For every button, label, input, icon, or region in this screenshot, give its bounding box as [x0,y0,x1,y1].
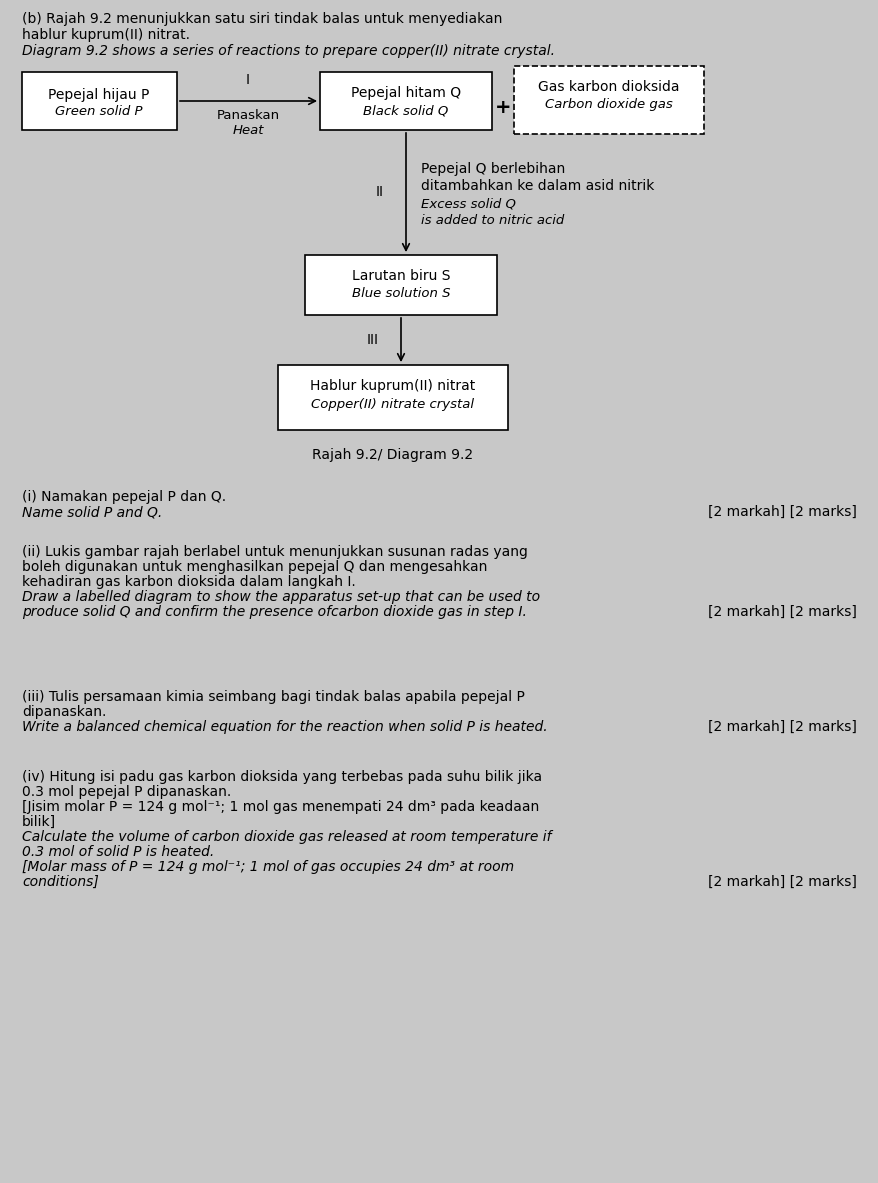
Bar [514,66,703,134]
Text: Excess solid Q: Excess solid Q [421,198,515,211]
Bar [277,366,507,429]
Text: Name solid P and Q.: Name solid P and Q. [22,505,162,519]
Text: dipanaskan.: dipanaskan. [22,705,106,719]
Bar [320,72,492,130]
Text: kehadiran gas karbon dioksida dalam langkah I.: kehadiran gas karbon dioksida dalam lang… [22,575,356,589]
Text: Calculate the volume of carbon dioxide gas released at room temperature if: Calculate the volume of carbon dioxide g… [22,830,551,843]
Text: Diagram 9.2 shows a series of reactions to prepare copper(II) nitrate crystal.: Diagram 9.2 shows a series of reactions … [22,44,554,58]
Text: Carbon dioxide gas: Carbon dioxide gas [544,98,673,111]
Text: +: + [494,97,511,116]
Text: is added to nitric acid: is added to nitric acid [421,214,564,227]
Text: III: III [367,332,378,347]
Text: [2 markah] [2 marks]: [2 markah] [2 marks] [708,720,856,733]
Text: II: II [376,185,384,199]
Text: (iii) Tulis persamaan kimia seimbang bagi tindak balas apabila pepejal P: (iii) Tulis persamaan kimia seimbang bag… [22,690,524,704]
Text: [2 markah] [2 marks]: [2 markah] [2 marks] [708,605,856,619]
Bar [22,72,176,130]
Text: Rajah 9.2/ Diagram 9.2: Rajah 9.2/ Diagram 9.2 [312,448,473,463]
Text: Green solid P: Green solid P [55,105,142,118]
Text: conditions]: conditions] [22,875,98,888]
Text: Pepejal hijau P: Pepejal hijau P [48,88,149,102]
Text: Draw a labelled diagram to show the apparatus set-up that can be used to: Draw a labelled diagram to show the appa… [22,590,539,605]
Text: bilik]: bilik] [22,815,56,829]
Text: [2 markah] [2 marks]: [2 markah] [2 marks] [708,875,856,888]
Text: (i) Namakan pepejal P dan Q.: (i) Namakan pepejal P dan Q. [22,490,226,504]
Text: I: I [246,73,249,88]
Text: 0.3 mol pepejal P dipanaskan.: 0.3 mol pepejal P dipanaskan. [22,786,231,799]
Text: (iv) Hitung isi padu gas karbon dioksida yang terbebas pada suhu bilik jika: (iv) Hitung isi padu gas karbon dioksida… [22,770,542,784]
Text: 0.3 mol of solid P is heated.: 0.3 mol of solid P is heated. [22,845,214,859]
Text: boleh digunakan untuk menghasilkan pepejal Q dan mengesahkan: boleh digunakan untuk menghasilkan pepej… [22,560,486,574]
Text: Black solid Q: Black solid Q [363,104,448,117]
Text: [Molar mass of P = 124 g mol⁻¹; 1 mol of gas occupies 24 dm³ at room: [Molar mass of P = 124 g mol⁻¹; 1 mol of… [22,860,514,874]
Text: produce solid Q and confirm the presence of​carbon dioxide gas in step I.: produce solid Q and confirm the presence… [22,605,526,619]
Text: Blue solution S: Blue solution S [351,287,450,300]
Text: [Jisim molar P = 124 g mol⁻¹; 1 mol gas menempati 24 dm³ pada keadaan: [Jisim molar P = 124 g mol⁻¹; 1 mol gas … [22,800,538,814]
Bar [305,256,496,315]
Text: hablur kuprum(II) nitrat.: hablur kuprum(II) nitrat. [22,28,190,43]
Text: Pepejal Q berlebihan: Pepejal Q berlebihan [421,162,565,176]
Text: (b) Rajah 9.2 menunjukkan satu siri tindak balas untuk menyediakan: (b) Rajah 9.2 menunjukkan satu siri tind… [22,12,502,26]
Text: Pepejal hitam Q: Pepejal hitam Q [350,86,461,101]
Text: Copper(II) nitrate crystal: Copper(II) nitrate crystal [311,397,474,411]
Text: Panaskan: Panaskan [216,109,279,122]
Text: (ii) Lukis gambar rajah berlabel untuk menunjukkan susunan radas yang: (ii) Lukis gambar rajah berlabel untuk m… [22,545,528,560]
Text: [2 markah] [2 marks]: [2 markah] [2 marks] [708,505,856,519]
Text: Hablur kuprum(II) nitrat: Hablur kuprum(II) nitrat [310,379,475,393]
Text: Larutan biru S: Larutan biru S [351,269,450,283]
Text: Write a balanced chemical equation for the reaction when solid P is heated.: Write a balanced chemical equation for t… [22,720,547,733]
Text: Heat: Heat [232,124,263,137]
Text: Gas karbon dioksida: Gas karbon dioksida [537,80,679,93]
Text: ditambahkan ke dalam asid nitrik: ditambahkan ke dalam asid nitrik [421,179,653,193]
